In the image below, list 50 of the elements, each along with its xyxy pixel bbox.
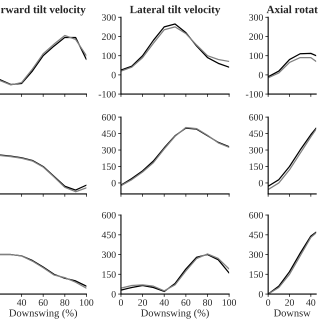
y-tick-label: 0 — [258, 72, 263, 78]
y-tick-label: 150 — [102, 163, 116, 170]
y-tick-label: 450 — [248, 232, 263, 238]
y-tick-label: 0 — [258, 180, 263, 186]
x-tick-label: 40 — [306, 299, 316, 306]
y-tick-label: 100 — [250, 52, 263, 60]
x-tick-label: 20 — [285, 299, 294, 306]
y-tick-label: 150 — [250, 163, 263, 170]
x-tick-label: 100 — [80, 299, 94, 306]
x-tick-label: 40 — [16, 299, 26, 306]
y-tick-label: 0 — [258, 290, 263, 298]
y-tick-label: 600 — [102, 212, 116, 219]
y-tick-label: 0 — [112, 290, 116, 298]
y-tick-label: 200 — [249, 33, 263, 40]
x-axis-title: Downswing (%) — [141, 309, 209, 319]
chart-title: Axial rotat — [266, 5, 318, 14]
x-tick-label: 60 — [38, 299, 48, 306]
x-tick-label: 80 — [60, 299, 70, 306]
chart-title: rward tilt velocity — [0, 5, 86, 16]
y-tick-label: 450 — [102, 232, 116, 238]
line-series — [268, 56, 316, 78]
y-tick-label: 450 — [102, 130, 116, 138]
y-tick-label: 300 — [102, 146, 116, 154]
y-tick-label: 0 — [112, 72, 116, 78]
y-tick-label: 600 — [102, 114, 116, 121]
x-tick-label: 20 — [138, 299, 148, 306]
chart-title: Lateral tilt velocity — [130, 5, 220, 16]
x-axis-title: Downsw — [274, 310, 311, 316]
y-tick-label: 600 — [249, 212, 263, 219]
y-tick-label: 100 — [102, 52, 116, 60]
x-tick-label: 0 — [266, 299, 270, 306]
y-tick-label: 300 — [249, 146, 263, 154]
x-tick-label: 80 — [203, 299, 212, 306]
y-tick-label: 200 — [102, 33, 116, 40]
x-tick-label: 40 — [160, 299, 169, 306]
y-tick-label: 300 — [249, 251, 263, 258]
y-tick-label: -100 — [98, 90, 116, 98]
y-tick-label: 300 — [249, 14, 263, 21]
x-tick-label: 60 — [181, 299, 190, 306]
y-tick-label: 150 — [102, 271, 116, 278]
y-tick-label: 0 — [112, 180, 116, 186]
x-tick-label: 100 — [222, 299, 236, 306]
x-axis-title: Downswing (%) — [9, 309, 78, 319]
y-tick-label: 150 — [250, 271, 263, 278]
y-tick-label: 600 — [249, 114, 263, 121]
y-tick-label: 300 — [102, 14, 116, 21]
y-tick-label: 300 — [102, 251, 116, 258]
y-tick-label: -100 — [246, 90, 263, 98]
y-tick-label: 450 — [248, 130, 263, 138]
x-tick-label: 0 — [118, 299, 124, 306]
